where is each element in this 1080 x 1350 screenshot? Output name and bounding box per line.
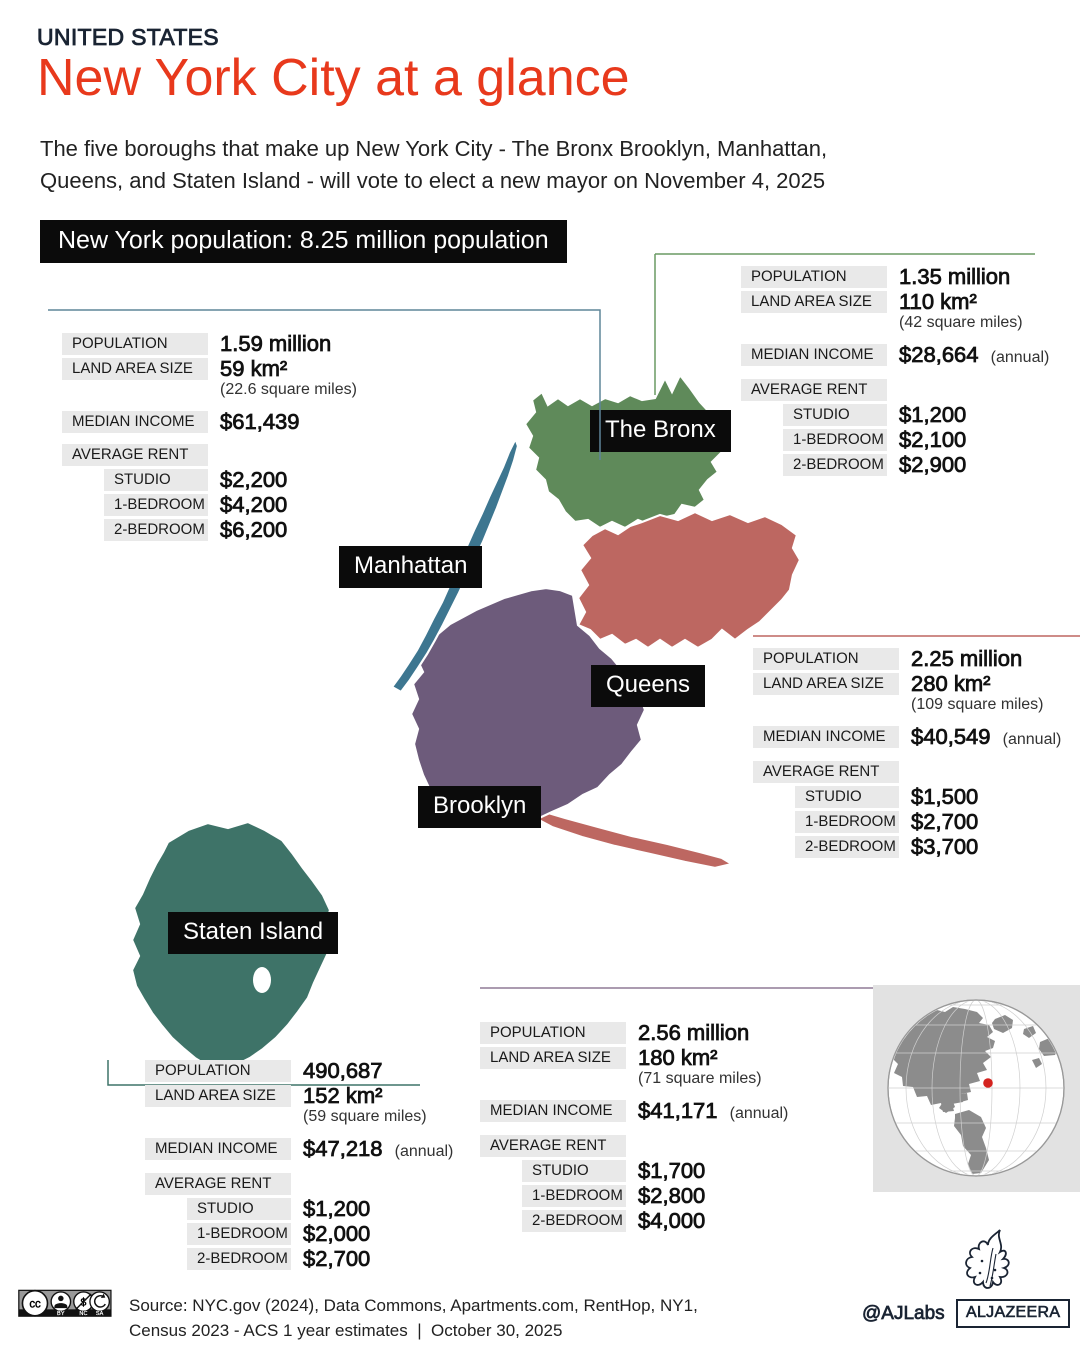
svg-text:BY: BY (57, 1311, 65, 1317)
svg-text:SA: SA (96, 1310, 104, 1317)
svg-text:NC: NC (79, 1310, 88, 1317)
svg-text:cc: cc (29, 1299, 41, 1311)
